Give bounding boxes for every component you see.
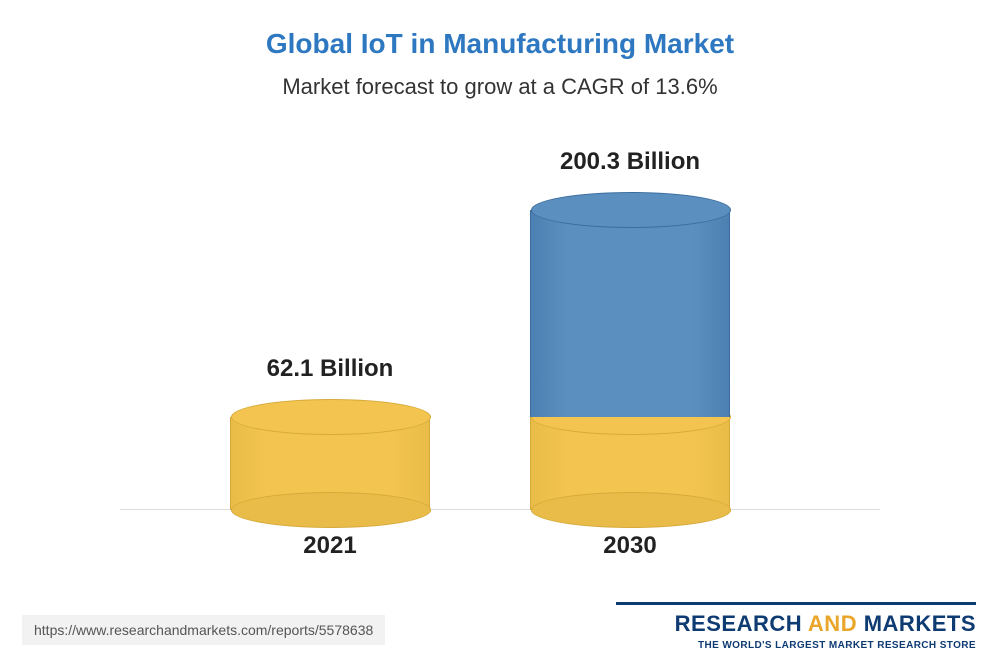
cylinder-segment bbox=[230, 417, 430, 510]
value-label: 62.1 Billion bbox=[180, 355, 480, 383]
x-label: 2021 bbox=[230, 532, 430, 560]
cylinder-bottom bbox=[531, 492, 731, 528]
cylinder-top bbox=[231, 399, 431, 435]
chart-title: Global IoT in Manufacturing Market bbox=[0, 0, 1000, 60]
cylinder-bottom bbox=[231, 492, 431, 528]
cylinder-segment bbox=[530, 417, 730, 510]
chart-subtitle: Market forecast to grow at a CAGR of 13.… bbox=[0, 60, 1000, 100]
cylinder-segment bbox=[530, 210, 730, 417]
logo-rule bbox=[616, 602, 976, 605]
value-label: 200.3 Billion bbox=[480, 148, 780, 176]
logo-text: RESEARCH AND MARKETS bbox=[616, 611, 976, 637]
brand-logo: RESEARCH AND MARKETS THE WORLD'S LARGEST… bbox=[616, 602, 976, 651]
source-url: https://www.researchandmarkets.com/repor… bbox=[22, 615, 385, 645]
cylinder-top bbox=[531, 192, 731, 228]
logo-tagline: THE WORLD'S LARGEST MARKET RESEARCH STOR… bbox=[616, 637, 976, 651]
footer: https://www.researchandmarkets.com/repor… bbox=[0, 597, 1000, 667]
chart-area: 62.1 Billion 2021 200.3 Billion 2030 bbox=[0, 130, 1000, 570]
x-label: 2030 bbox=[530, 532, 730, 560]
